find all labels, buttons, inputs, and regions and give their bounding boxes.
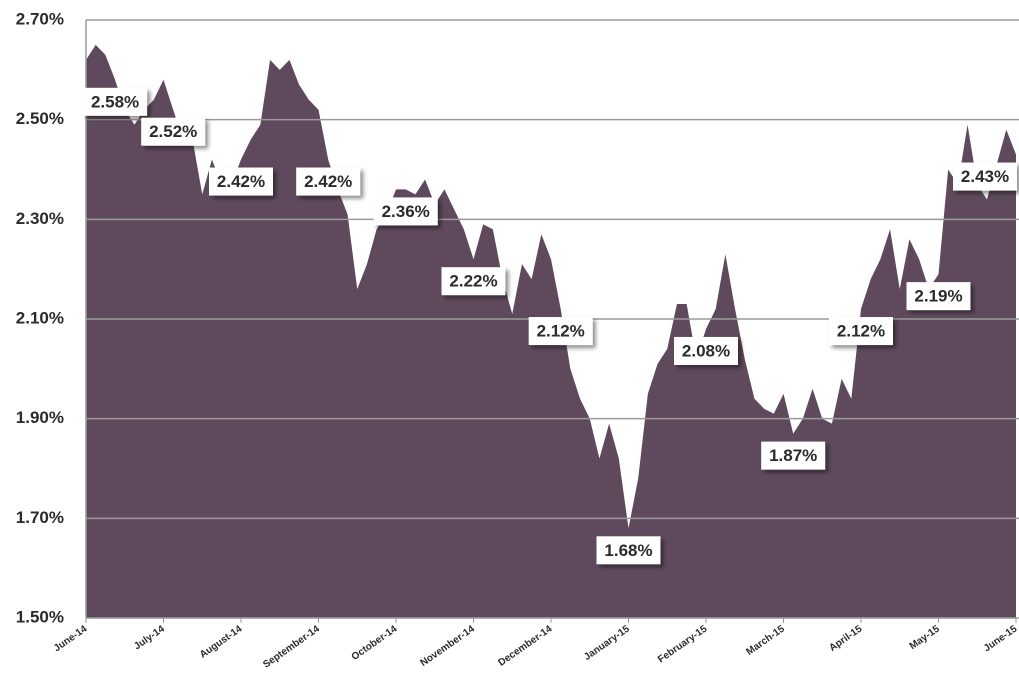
value-label: 2.42% xyxy=(296,167,361,196)
value-label: 2.12% xyxy=(528,317,593,346)
label-box xyxy=(829,317,893,346)
value-label: 2.08% xyxy=(674,336,738,365)
y-tick-label: 2.10% xyxy=(16,308,64,327)
value-label-text: 2.12% xyxy=(837,322,885,341)
x-tick-label: August-14 xyxy=(198,623,245,660)
value-label: 2.12% xyxy=(829,317,893,346)
label-box xyxy=(596,536,661,565)
x-tick-label: April-15 xyxy=(827,623,864,654)
x-tick-label: July-14 xyxy=(132,623,167,652)
label-box xyxy=(373,197,438,226)
value-label-text: 2.43% xyxy=(961,167,1009,186)
y-tick-label: 2.50% xyxy=(16,109,64,128)
x-tick-label: February-15 xyxy=(656,623,710,665)
value-label-text: 2.08% xyxy=(682,341,730,360)
value-label-text: 2.12% xyxy=(537,322,585,341)
value-label: 2.43% xyxy=(953,162,1017,191)
value-label-text: 2.58% xyxy=(91,92,139,111)
y-tick-label: 1.70% xyxy=(16,508,64,527)
value-label: 2.19% xyxy=(906,282,971,311)
label-box xyxy=(674,336,738,365)
value-label: 1.68% xyxy=(596,536,661,565)
value-label: 2.22% xyxy=(441,267,506,296)
value-label-text: 1.87% xyxy=(769,446,817,465)
label-box xyxy=(953,162,1017,191)
value-label: 2.42% xyxy=(209,167,273,196)
value-label-text: 2.42% xyxy=(217,172,265,191)
y-tick-label: 1.50% xyxy=(16,607,64,626)
value-label-text: 2.22% xyxy=(449,272,497,291)
label-box xyxy=(141,117,206,146)
x-tick-label: March-15 xyxy=(744,623,787,657)
value-label-text: 2.52% xyxy=(149,122,197,141)
value-label: 1.87% xyxy=(761,441,826,470)
x-tick-label: December-14 xyxy=(496,623,554,668)
x-tick-label: June-14 xyxy=(52,623,90,654)
y-tick-label: 2.70% xyxy=(16,9,64,28)
value-label: 2.36% xyxy=(373,197,438,226)
value-label-text: 2.42% xyxy=(304,172,352,191)
label-box xyxy=(296,167,361,196)
value-label-text: 2.36% xyxy=(382,202,430,221)
value-label: 2.58% xyxy=(83,87,148,116)
label-box xyxy=(761,441,826,470)
label-box xyxy=(528,317,593,346)
x-tick-label: January-15 xyxy=(582,623,632,663)
value-label-text: 1.68% xyxy=(604,541,652,560)
label-box xyxy=(209,167,273,196)
x-tick-label: June-15 xyxy=(982,623,1019,654)
label-box xyxy=(906,282,971,311)
x-tick-label: September-14 xyxy=(261,623,322,670)
x-tick-label: May-15 xyxy=(908,623,942,652)
y-tick-label: 2.30% xyxy=(16,209,64,228)
value-label-text: 2.19% xyxy=(914,287,962,306)
x-tick-label: October-14 xyxy=(350,623,400,663)
value-label: 2.52% xyxy=(141,117,206,146)
label-box xyxy=(441,267,506,296)
x-tick-label: November-14 xyxy=(419,623,478,669)
y-tick-label: 1.90% xyxy=(16,408,64,427)
label-box xyxy=(83,87,148,116)
